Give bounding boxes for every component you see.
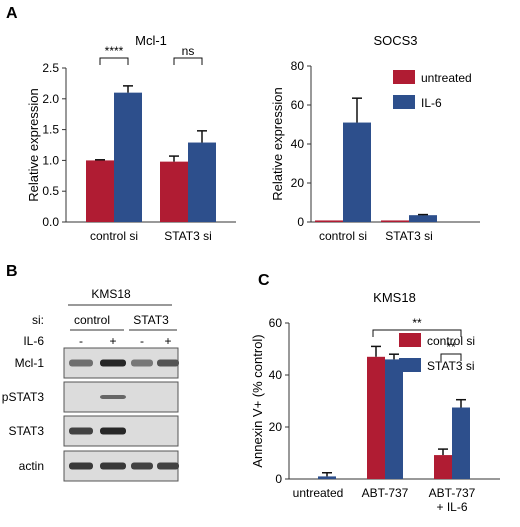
panel-letter-a: A <box>6 5 18 22</box>
socs3-ylabel: Relative expression <box>270 87 285 200</box>
blot-band <box>69 462 93 470</box>
blot-band <box>69 427 93 435</box>
mcl1-ytick-label: 2.5 <box>42 61 59 75</box>
blot-row-label: pSTAT3 <box>2 390 45 404</box>
annexin-sig-bracket <box>440 353 462 361</box>
annexin-ytick-label: 60 <box>269 316 283 330</box>
blot-row-label: actin <box>19 459 44 473</box>
panel-letter-b: B <box>6 263 18 280</box>
mcl1-sig-bracket <box>173 57 203 65</box>
blot-rows: Mcl-1 pSTAT3 STAT3 actin <box>2 347 179 482</box>
annexin-sig-label: ** <box>446 340 456 354</box>
annexin-bar <box>434 455 452 479</box>
socs3-category-label: control si <box>319 229 367 243</box>
annexin-title: KMS18 <box>373 290 416 305</box>
blot-cell-line: KMS18 <box>91 287 131 301</box>
annexin-ylabel: Annexin V+ (% control) <box>250 334 265 467</box>
mcl1-ytick-label: 1.5 <box>42 123 59 137</box>
annexin-sig-bracket <box>372 329 462 337</box>
socs3-legend-label: untreated <box>421 71 472 85</box>
socs3-bar <box>343 122 371 222</box>
annexin-legend-swatch <box>399 333 421 347</box>
chart-socs3: SOCS3 0 20 40 60 80 Relative expression control… <box>270 33 480 243</box>
socs3-ytick-label: 60 <box>291 98 305 112</box>
mcl1-category-label: control si <box>90 229 138 243</box>
blot-band <box>100 462 126 470</box>
mcl1-ytick-label: 0.0 <box>42 215 59 229</box>
blot-band <box>100 427 126 435</box>
annexin-category-label: untreated <box>293 486 344 500</box>
socs3-bar <box>381 220 409 222</box>
mcl1-bar <box>86 160 114 222</box>
blot-il6-state-3: - <box>140 334 144 348</box>
annexin-ytick-label: 40 <box>269 368 283 382</box>
blot-band <box>157 359 179 367</box>
socs3-ytick-label: 40 <box>291 137 305 151</box>
annexin-legend-label: control si <box>427 334 475 348</box>
blot-band <box>100 359 126 367</box>
mcl1-ytick-label: 0.5 <box>42 184 59 198</box>
annexin-legend-label: STAT3 si <box>427 359 475 373</box>
blot-row-label: Mcl-1 <box>15 356 45 370</box>
mcl1-sig-bracket <box>99 57 129 65</box>
western-blot: KMS18 si: control STAT3 IL-6 - + - + Mcl… <box>2 287 179 482</box>
blot-band <box>157 462 179 470</box>
mcl1-category-label: STAT3 si <box>164 229 212 243</box>
socs3-legend-swatch <box>393 95 415 109</box>
socs3-ytick-label: 80 <box>291 59 305 73</box>
socs3-bar <box>409 215 437 222</box>
blot-si-control: control <box>74 313 110 327</box>
blot-band <box>131 359 153 367</box>
annexin-ytick-label: 20 <box>269 420 283 434</box>
annexin-category-label: + IL-6 <box>436 500 467 514</box>
mcl1-bar <box>114 92 142 222</box>
mcl1-bar <box>160 161 188 222</box>
mcl1-sig-label: ns <box>182 44 195 58</box>
blot-row-label: STAT3 <box>8 424 44 438</box>
socs3-bar <box>315 220 343 222</box>
blot-band <box>69 359 93 367</box>
panel-letter-c: C <box>258 272 270 289</box>
annexin-sig-label: ** <box>412 316 422 330</box>
blot-il6-state-2: + <box>109 334 116 348</box>
blot-band <box>100 395 126 399</box>
socs3-category-label: STAT3 si <box>385 229 433 243</box>
socs3-title: SOCS3 <box>373 33 417 48</box>
annexin-category-label: ABT-737 <box>362 486 409 500</box>
annexin-category-label: ABT-737 <box>429 486 476 500</box>
blot-si-stat3: STAT3 <box>133 313 169 327</box>
socs3-legend-label: IL-6 <box>421 96 442 110</box>
annexin-bar <box>452 407 470 479</box>
mcl1-ytick-label: 1.0 <box>42 153 59 167</box>
mcl1-ylabel: Relative expression <box>26 88 41 201</box>
socs3-legend-swatch <box>393 70 415 84</box>
mcl1-bar <box>188 142 216 222</box>
blot-band <box>131 462 153 470</box>
mcl1-ytick-label: 2.0 <box>42 92 59 106</box>
blot-si-label: si: <box>32 313 44 327</box>
annexin-legend-swatch <box>399 358 421 372</box>
chart-annexin: KMS18 0 20 40 60 Annexin V+ (% control) untrea… <box>250 290 500 514</box>
socs3-ytick-label: 20 <box>291 176 305 190</box>
blot-il6-state-1: - <box>79 334 83 348</box>
blot-il6-label: IL-6 <box>23 334 44 348</box>
blot-il6-state-4: + <box>164 334 171 348</box>
annexin-bar <box>318 476 336 479</box>
socs3-ytick-label: 0 <box>297 215 304 229</box>
annexin-ytick-label: 0 <box>275 472 282 486</box>
annexin-bar <box>367 356 385 479</box>
annexin-bar <box>385 359 403 479</box>
mcl1-sig-label: **** <box>105 44 124 58</box>
mcl1-title: Mcl-1 <box>135 33 167 48</box>
